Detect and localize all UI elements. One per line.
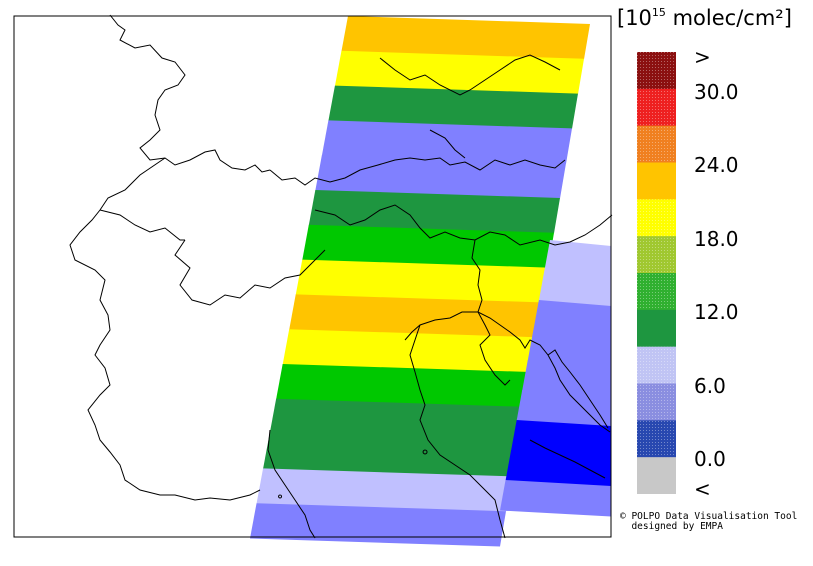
colorbar-bin-texture	[637, 88, 676, 126]
colorbar-bin-texture	[637, 383, 676, 421]
colorbar-bin-texture	[637, 273, 676, 310]
side-swath-row	[533, 300, 611, 337]
credit-text: © POLPO Data Visualisation Tool designed…	[620, 512, 797, 532]
swath-row	[269, 398, 524, 443]
credit-line-2: designed by EMPA	[620, 521, 723, 532]
colorbar-label-24: 24.0	[694, 153, 739, 177]
side-swath	[500, 240, 611, 517]
swath-row	[276, 364, 530, 408]
swath-row	[295, 259, 548, 303]
unit-label: [1015 molec/cm²]	[617, 6, 792, 30]
colorbar-bin	[637, 309, 676, 348]
side-swath-row	[522, 360, 611, 397]
swath-row	[328, 85, 578, 129]
swath-row	[282, 329, 536, 373]
swath-row	[334, 50, 584, 95]
map-frame	[13, 15, 612, 538]
colorbar-bin-texture	[637, 52, 676, 89]
swath-row	[308, 190, 560, 234]
colorbar-bin-texture	[637, 125, 676, 163]
side-swath-row	[500, 480, 611, 517]
side-swath-row	[505, 450, 611, 487]
country-borders	[69, 14, 613, 539]
swath-row	[289, 294, 542, 338]
colorbar-bin-texture	[637, 199, 676, 237]
colorbar-label-0: 0.0	[694, 447, 726, 471]
swath-row	[321, 120, 572, 164]
colorbar-bin-texture	[637, 236, 676, 273]
colorbar-bin	[637, 162, 676, 200]
swath-row	[256, 468, 512, 512]
swath-row	[341, 16, 590, 60]
swath-row	[263, 433, 518, 477]
credit-line-1: © POLPO Data Visualisation Tool	[620, 511, 798, 522]
side-swath-row	[538, 270, 611, 307]
colorbar-label-18: 18.0	[694, 227, 739, 251]
colorbar	[637, 52, 676, 494]
swath-row	[302, 224, 554, 269]
colorbar-label-30: 30.0	[694, 80, 739, 104]
colorbar-label-6: 6.0	[694, 374, 726, 398]
colorbar-label-12: 12.0	[694, 300, 739, 324]
side-swath-row	[516, 390, 611, 427]
swath-row	[315, 155, 566, 199]
colorbar-bin	[637, 457, 676, 494]
colorbar-label-under: <	[694, 477, 711, 501]
colorbar-bin-texture	[637, 346, 676, 384]
side-swath-row	[527, 330, 611, 367]
colorbar-bin-texture	[637, 420, 676, 458]
side-swath-row	[511, 420, 611, 457]
colorbar-label-over: >	[694, 45, 711, 69]
side-swath-row	[544, 240, 611, 277]
